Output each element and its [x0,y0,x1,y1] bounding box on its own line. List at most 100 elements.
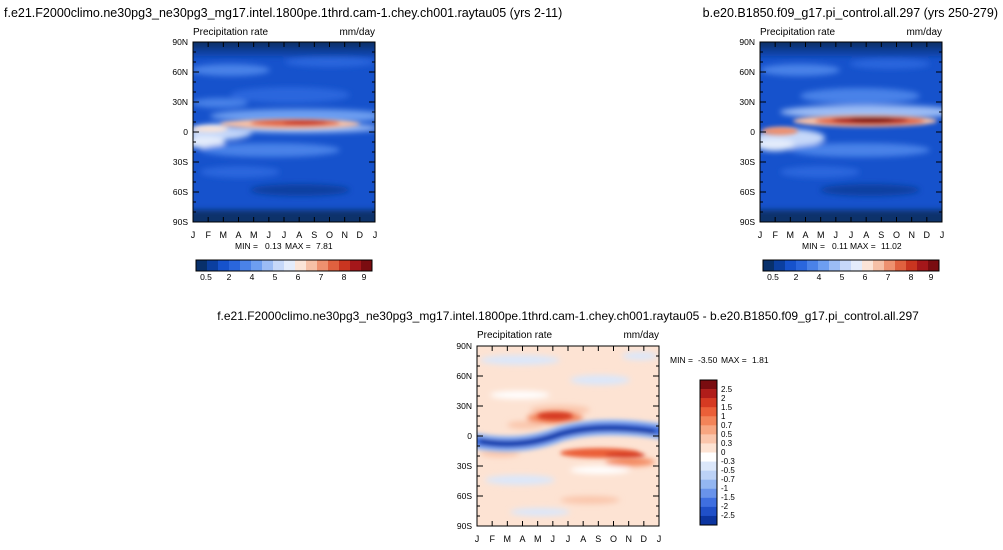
colorbar-label: 8 [909,272,914,282]
colorbar-swatch [807,260,819,271]
colorbar-swatch [700,479,717,490]
colorbar-swatch [284,260,296,271]
x-tick-label: O [610,534,617,544]
colorbar-label: 5 [840,272,845,282]
colorbar-swatch [700,434,717,444]
colorbar-label: -0.3 [721,457,735,466]
colorbar-swatch [273,260,285,271]
colorbar-swatch [700,389,717,399]
x-tick-label: O [893,230,900,240]
x-tick-labels: J F M A M J J A S O N D J [758,230,945,240]
colorbar-swatch [700,461,717,471]
colorbar-swatch [851,260,863,271]
colorbar-label: 7 [886,272,891,282]
colorbar-label: -0.7 [721,475,735,484]
min-label: MIN = [802,241,825,251]
x-tick-label: M [534,534,542,544]
colorbar-swatch [700,407,717,417]
min-max-stats: MIN = 0.13 MAX = 7.81 [235,241,333,251]
plot-left-label: Precipitation rate [477,330,552,341]
panel-control-climatology: b.e20.B1850.f09_g17.pi_control.all.297 (… [703,6,998,282]
colorbar-swatch [700,452,717,462]
colorbar-swatch [218,260,230,271]
colorbar-swatch [774,260,786,271]
y-tick-label: 30S [173,157,188,167]
colorbar-swatch [700,506,717,517]
y-tick-label: 30N [172,97,188,107]
colorbar-label: 2 [227,272,232,282]
colorbar-label: -1 [721,484,729,493]
colorbar-label: 0.5 [767,272,779,282]
plot-left-label: Precipitation rate [193,27,268,38]
x-tick-label: J [657,534,662,544]
colorbar-label: -2 [721,502,729,511]
x-tick-label: J [566,534,571,544]
colorbar-swatch [700,515,717,526]
y-tick-labels: 90N 60N 30N 0 30S 60S 90S [172,37,188,227]
y-tick-label: 30S [457,461,472,471]
panel-model-climatology: f.e21.F2000climo.ne30pg3_ne30pg3_mg17.in… [4,6,562,282]
colorbar-label: 8 [342,272,347,282]
min-value: 0.13 [265,241,282,251]
colorbar-swatch [700,488,717,499]
x-tick-label: S [311,230,317,240]
min-value: 0.11 [832,241,848,251]
colorbar-label: 6 [863,272,868,282]
x-tick-label: M [504,534,512,544]
y-tick-label: 60S [173,187,188,197]
y-tick-label: 60N [456,371,472,381]
x-tick-label: J [282,230,287,240]
x-tick-label: M [250,230,258,240]
x-tick-label: A [235,230,241,240]
colorbar-swatch [840,260,852,271]
colorbar-swatch [700,416,717,426]
colorbar-swatch [350,260,362,271]
contour-field [477,346,659,526]
colorbar-label: 2 [721,394,726,403]
colorbar-labels: 0.5 2 4 5 6 7 8 9 [767,272,934,282]
axis-ticks [476,345,660,527]
y-tick-label: 90S [457,521,472,531]
colorbar-swatch [306,260,318,271]
y-tick-label: 90N [172,37,188,47]
colorbar-swatch [928,260,940,271]
colorbar-swatch [262,260,274,271]
colorbar-swatch [763,260,775,271]
colorbar-swatch [700,398,717,408]
colorbar-swatch [873,260,885,271]
x-tick-label: M [220,230,228,240]
colorbar-labels: 0.5 2 4 5 6 7 8 9 [200,272,367,282]
colorbar [699,379,718,526]
x-tick-label: J [267,230,272,240]
colorbar-label: 1.5 [721,403,733,412]
x-tick-label: A [580,534,586,544]
panel-title: f.e21.F2000climo.ne30pg3_ne30pg3_mg17.in… [4,6,562,20]
colorbar-swatch [862,260,874,271]
colorbar-label: 2 [794,272,799,282]
colorbar-swatch [829,260,841,271]
x-tick-label: M [787,230,795,240]
y-tick-label: 0 [467,431,472,441]
x-tick-label: N [341,230,348,240]
colorbar-swatch [328,260,340,271]
x-tick-label: J [940,230,945,240]
x-tick-label: D [641,534,648,544]
colorbar-label: -0.5 [721,466,735,475]
colorbar [762,259,940,272]
colorbar-swatch [251,260,263,271]
x-tick-label: A [519,534,525,544]
x-tick-label: J [475,534,480,544]
panel-difference: f.e21.F2000climo.ne30pg3_ne30pg3_mg17.in… [217,309,919,544]
min-max-stats: MIN = 0.11 MAX = 11.02 [802,241,902,251]
min-value: -3.50 [698,355,718,365]
colorbar-labels: 2.5 2 1.5 1 0.7 0.5 0.3 0 -0.3 -0.5 -0.7… [721,385,735,520]
x-tick-label: J [849,230,854,240]
y-tick-label: 30N [456,401,472,411]
colorbar-swatch [700,497,717,508]
y-tick-label: 60N [739,67,755,77]
y-tick-labels: 90N 60N 30N 0 30S 60S 90S [456,341,472,531]
colorbar-label: -1.5 [721,493,735,502]
colorbar [195,259,373,272]
colorbar-swatch [295,260,307,271]
